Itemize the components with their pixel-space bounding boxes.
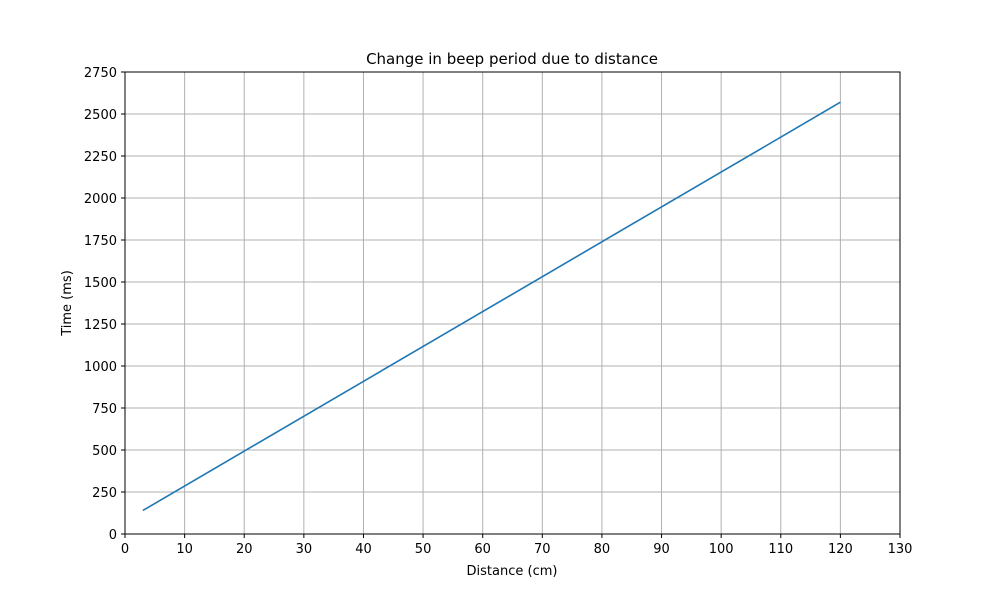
y-tick-label: 1000 — [84, 360, 117, 375]
x-tick-label: 90 — [653, 542, 670, 557]
x-tick-label: 10 — [176, 542, 193, 557]
series-layer — [142, 101, 841, 512]
ticks: 0 10 20 30 40 50 60 70 80 90 100 110 120 130 0 250 500 75… — [84, 66, 913, 557]
x-tick-label: 130 — [888, 542, 913, 557]
y-tick-label: 2750 — [84, 66, 117, 81]
x-tick-label: 80 — [594, 542, 611, 557]
x-tick-label: 30 — [296, 542, 313, 557]
y-tick-label: 250 — [92, 486, 117, 501]
series-line — [142, 101, 841, 512]
y-tick-label: 1500 — [84, 276, 117, 291]
y-tick-label: 2000 — [84, 192, 117, 207]
y-tick-label: 1750 — [84, 234, 117, 249]
y-tick-label: 2500 — [84, 108, 117, 123]
x-tick-label: 50 — [415, 542, 432, 557]
x-axis-label: Distance (cm) — [467, 564, 558, 579]
x-tick-label: 100 — [709, 542, 734, 557]
y-tick-label: 500 — [92, 444, 117, 459]
x-tick-label: 110 — [768, 542, 793, 557]
x-tick-label: 40 — [355, 542, 372, 557]
y-tick-label: 2250 — [84, 150, 117, 165]
x-tick-label: 70 — [534, 542, 551, 557]
plot-frame — [124, 71, 901, 535]
x-tick-label: 120 — [828, 542, 853, 557]
x-tick-label: 60 — [474, 542, 491, 557]
x-tick-label: 0 — [121, 542, 129, 557]
x-tick-label: 20 — [236, 542, 253, 557]
y-tick-label: 0 — [109, 528, 117, 543]
y-tick-label: 1250 — [84, 318, 117, 333]
y-axis-label: Time (ms) — [60, 270, 75, 337]
y-tick-label: 750 — [92, 402, 117, 417]
chart-title: Change in beep period due to distance — [366, 50, 658, 68]
